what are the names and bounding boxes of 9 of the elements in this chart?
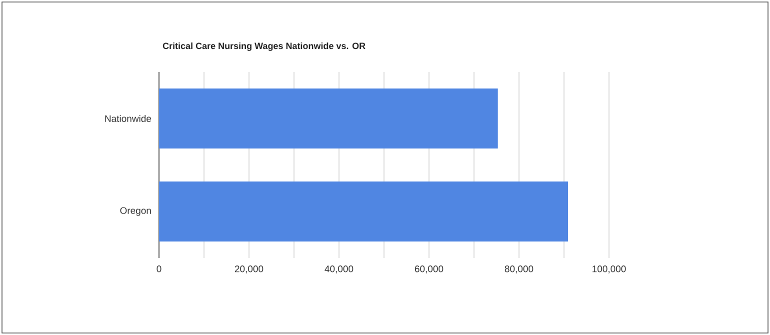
x-tick-label: 60,000: [414, 266, 444, 274]
chart-title: Critical Care Nursing Wages Nationwide vs. OR: [162, 42, 366, 51]
x-tick-label: 100,000: [592, 266, 626, 274]
x-tick-label: 80,000: [504, 266, 534, 274]
y-tick-label: Oregon: [120, 207, 151, 216]
x-tick-label: 20,000: [234, 266, 264, 274]
x-tick-label: 40,000: [324, 266, 354, 274]
y-tick-label: Nationwide: [105, 115, 152, 122]
x-tick-label: 0: [156, 266, 162, 272]
